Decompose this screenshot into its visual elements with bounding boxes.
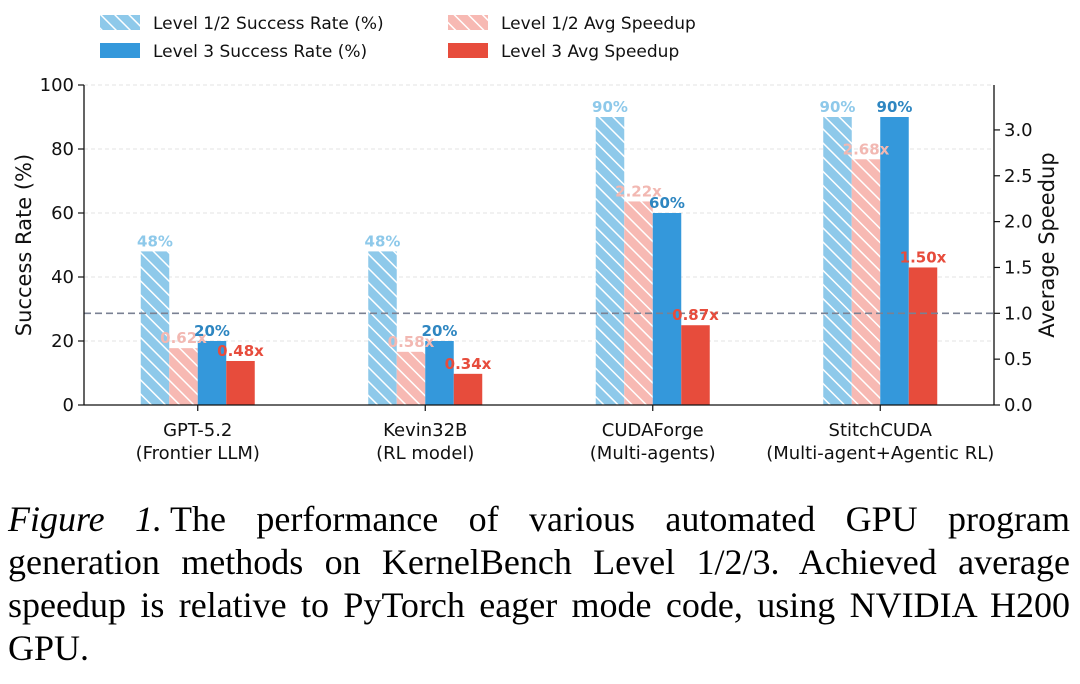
- data-label: 90%: [820, 98, 856, 116]
- x-tick-label: (Frontier LLM): [136, 443, 260, 464]
- y2-tick-label: 2.5: [1004, 166, 1033, 187]
- caption-label: Figure 1.: [8, 499, 163, 539]
- legend-swatch: [100, 43, 140, 58]
- y-tick-label: 60: [51, 203, 74, 224]
- data-label: 1.50x: [900, 248, 947, 266]
- y-tick-label: 100: [40, 75, 74, 96]
- y-tick-label: 40: [51, 267, 74, 288]
- legend-label: Level 1/2 Avg Speedup: [501, 14, 696, 34]
- bar: [368, 251, 397, 405]
- bar: [681, 325, 710, 405]
- y2-axis-title: Average Speedup: [1035, 152, 1059, 337]
- y-axis-title: Success Rate (%): [12, 154, 36, 336]
- bar: [851, 159, 881, 405]
- bar: [908, 267, 938, 405]
- data-labels: 48% 48% 90% 90% 0.62x 0.58x 2.22x 2.68x 20% 20% 60…: [137, 98, 947, 373]
- bar: [197, 341, 227, 405]
- x-tick-label: Kevin32B: [383, 420, 467, 441]
- data-label: 90%: [592, 98, 628, 116]
- data-label: 0.34x: [445, 355, 492, 373]
- caption-text: The performance of various automated GPU…: [8, 499, 1071, 668]
- data-label: 48%: [137, 232, 173, 250]
- y2-tick-label: 1.5: [1004, 257, 1033, 278]
- bar: [169, 348, 198, 405]
- data-label: 20%: [194, 322, 230, 340]
- legend: Level 1/2 Success Rate (%) Level 1/2 Avg …: [100, 14, 696, 62]
- y-tick-label: 20: [51, 331, 74, 352]
- data-label: 48%: [365, 232, 401, 250]
- data-label: 2.68x: [843, 140, 890, 158]
- chart: Level 1/2 Success Rate (%) Level 1/2 Avg …: [12, 14, 1059, 464]
- bar: [652, 213, 682, 405]
- y2-tick-label: 0.5: [1004, 349, 1033, 370]
- legend-label: Level 1/2 Success Rate (%): [153, 14, 384, 34]
- legend-swatch: [448, 43, 488, 58]
- data-label: 20%: [422, 322, 458, 340]
- data-label: 2.22x: [615, 182, 662, 200]
- bar: [425, 341, 454, 405]
- data-label: 0.58x: [388, 333, 435, 351]
- data-label: 90%: [877, 98, 913, 116]
- x-tick-label: (Multi-agent+Agentic RL): [766, 443, 994, 464]
- bar: [624, 201, 653, 405]
- legend-swatch: [448, 15, 488, 30]
- y2-tick-label: 3.0: [1004, 120, 1033, 141]
- bars: [140, 117, 938, 405]
- x-tick-label: (Multi-agents): [590, 443, 716, 464]
- bar: [140, 251, 170, 405]
- bar: [823, 117, 852, 405]
- figure-caption: Figure 1. The performance of various auto…: [8, 498, 1070, 670]
- x-tick-label: GPT-5.2: [163, 420, 232, 441]
- bar: [453, 373, 483, 405]
- y2-tick-label: 0.0: [1004, 395, 1033, 416]
- data-label: 0.87x: [672, 306, 719, 324]
- y2-tick-label: 2.0: [1004, 212, 1033, 233]
- x-tick-label: (RL model): [376, 443, 474, 464]
- axes: 0 20 40 60 80 100 0.0 0.5 1.0 1.5 2.0 2.5 3.0 GPT-5.2…: [12, 75, 1059, 464]
- bar: [880, 117, 909, 405]
- bar: [226, 360, 255, 405]
- bar: [595, 117, 625, 405]
- x-tick-label: StitchCUDA: [829, 420, 933, 441]
- data-label: 0.48x: [217, 342, 264, 360]
- legend-label: Level 3 Avg Speedup: [501, 42, 679, 62]
- legend-label: Level 3 Success Rate (%): [153, 42, 367, 62]
- data-label: 60%: [649, 194, 685, 212]
- y-tick-label: 80: [51, 139, 74, 160]
- data-label: 0.62x: [160, 329, 207, 347]
- x-tick-label: CUDAForge: [602, 420, 704, 441]
- y-tick-label: 0: [63, 395, 74, 416]
- legend-swatch: [100, 15, 140, 30]
- y2-tick-label: 1.0: [1004, 303, 1033, 324]
- bar: [396, 351, 426, 405]
